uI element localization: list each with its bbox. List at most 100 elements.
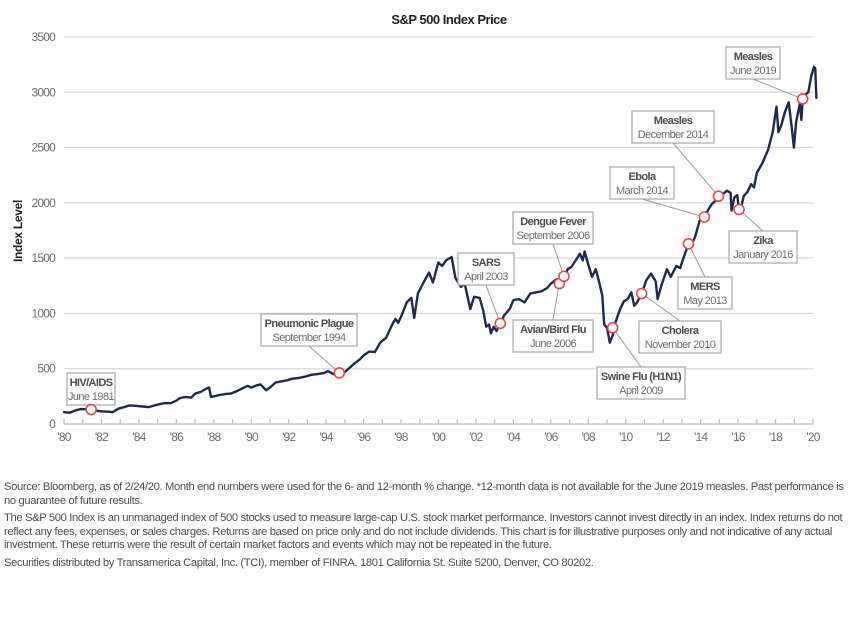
annotation-cholera: Cholera November 2010: [635, 287, 722, 354]
annotation-measles: Measles June 2019: [725, 46, 809, 105]
x-tick-label: '86: [170, 430, 184, 444]
leader-line: [752, 78, 803, 100]
annotation-date: September 1994: [273, 332, 346, 344]
event-marker: [733, 203, 745, 216]
sp500-chart: S&P 500 Index Price Index Level 0 500 1000…: [11, 12, 822, 444]
annotation-box: [725, 46, 781, 80]
y-tick-label: 2500: [32, 141, 57, 155]
x-tick-label: '18: [769, 430, 783, 444]
annotation-event: Swine Flu (H1N1): [601, 371, 682, 383]
annotation-dengue-fever: Dengue Fever September 2006: [512, 211, 594, 283]
annotation-hiv-aids: HIV/AIDS June 1981: [66, 372, 116, 416]
y-tick-label: 3500: [32, 30, 57, 44]
source-note: Source: Bloomberg, as of 2/24/20. Month …: [4, 481, 844, 507]
annotation-box: [260, 313, 358, 347]
x-tick-label: '16: [731, 430, 745, 444]
annotation-box: [457, 252, 515, 286]
x-tick-label: '12: [657, 430, 671, 444]
y-tick-label: 3000: [32, 85, 57, 99]
disclaimer-note: The S&P 500 Index is an unmanaged index …: [4, 512, 843, 551]
annotation-event: SARS: [472, 257, 500, 269]
x-tick-label: '98: [394, 430, 408, 444]
annotation-pneumonic-plague: Pneumonic Plague September 1994: [260, 313, 358, 379]
x-tick-label: '00: [432, 430, 446, 444]
annotation-event: Zika: [753, 235, 774, 247]
annotation-date: May 2013: [683, 295, 727, 307]
x-tick-label: '08: [582, 430, 596, 444]
y-tick-label: 2000: [32, 196, 57, 210]
y-tick-label: 1000: [32, 306, 57, 320]
x-tick-label: '14: [694, 430, 708, 444]
event-marker: [85, 403, 97, 416]
annotation-event: Measles: [734, 51, 773, 63]
y-tick-label: 0: [49, 417, 56, 431]
annotation-box: [631, 110, 715, 144]
x-tick-label: '88: [207, 430, 221, 444]
event-marker: [333, 367, 346, 379]
leader-line: [308, 345, 340, 374]
leader-line: [485, 284, 501, 324]
annotation-date: June 2019: [730, 65, 776, 77]
annotation-mers: MERS May 2013: [677, 237, 733, 310]
event-marker: [558, 270, 570, 283]
y-tick-label: 1500: [32, 251, 57, 265]
x-axis: '80 '82 '84 '86 '88 '90 '92 '94 '96 '98 '00 '02 '04 '…: [57, 419, 822, 444]
annotation-date: March 2014: [616, 185, 669, 197]
annotation-date: September 2006: [517, 230, 590, 242]
event-marker: [698, 211, 711, 223]
leader-line: [672, 142, 719, 197]
x-tick-label: '94: [320, 430, 334, 444]
event-marker: [682, 237, 695, 250]
event-marker: [494, 317, 507, 330]
x-tick-label: '04: [507, 430, 521, 444]
annotation-measles: Measles December 2014: [631, 110, 725, 203]
annotation-zika: Zika January 2016: [728, 203, 798, 264]
annotation-date: June 1981: [68, 391, 114, 403]
x-tick-label: '20: [806, 430, 820, 444]
leader-line: [688, 243, 706, 278]
x-tick-label: '90: [245, 430, 259, 444]
event-marker: [606, 322, 619, 334]
x-tick-label: '02: [469, 430, 483, 444]
y-axis-label: Index Level: [11, 200, 25, 262]
x-tick-label: '82: [95, 430, 109, 444]
chart-title: S&P 500 Index Price: [391, 12, 507, 27]
x-tick-label: '96: [357, 430, 371, 444]
footnotes: Source: Bloomberg, as of 2/24/20. Month …: [4, 481, 854, 574]
annotation-box: [677, 276, 733, 310]
annotation-event: MERS: [690, 281, 720, 293]
annotation-event: Dengue Fever: [520, 216, 587, 228]
annotation-sars: SARS April 2003: [457, 252, 515, 330]
annotation-box: [638, 320, 722, 354]
x-tick-label: '10: [619, 430, 633, 444]
annotation-box: [728, 230, 798, 264]
y-axis-ticks: 0 500 1000 1500 2000 2500 3000 3500: [32, 30, 57, 431]
leader-line: [641, 293, 681, 322]
annotation-box: [596, 366, 686, 400]
annotation-event: Avian/Bird Flu: [520, 324, 586, 336]
annotation-date: June 2006: [530, 338, 576, 350]
event-marker: [796, 93, 809, 105]
annotation-date: April 2003: [464, 271, 508, 283]
event-marker: [635, 287, 648, 300]
annotation-ebola: Ebola March 2014: [609, 166, 711, 223]
annotation-event: Pneumonic Plague: [265, 318, 354, 330]
x-tick-label: '06: [544, 430, 558, 444]
annotation-date: December 2014: [638, 129, 709, 141]
annotations: HIV/AIDS June 1981 Pneumonic Plague Septemb…: [66, 46, 809, 416]
leader-line: [641, 198, 705, 218]
x-tick-label: '84: [132, 430, 146, 444]
annotation-swine-flu-h1n1-: Swine Flu (H1N1) April 2009: [596, 322, 686, 400]
leader-line: [552, 283, 560, 321]
leader-line: [612, 327, 642, 368]
x-tick-label: '92: [282, 430, 296, 444]
gridlines: [64, 36, 813, 370]
annotation-date: April 2009: [619, 385, 663, 397]
x-tick-label: '80: [57, 430, 71, 444]
annotation-box: [512, 211, 594, 245]
annotation-box: [66, 372, 116, 406]
annotation-box: [512, 319, 594, 353]
annotation-box: [609, 166, 675, 200]
distributor-note: Securities distributed by Transamerica C…: [4, 556, 594, 569]
annotation-event: HIV/AIDS: [70, 377, 113, 389]
